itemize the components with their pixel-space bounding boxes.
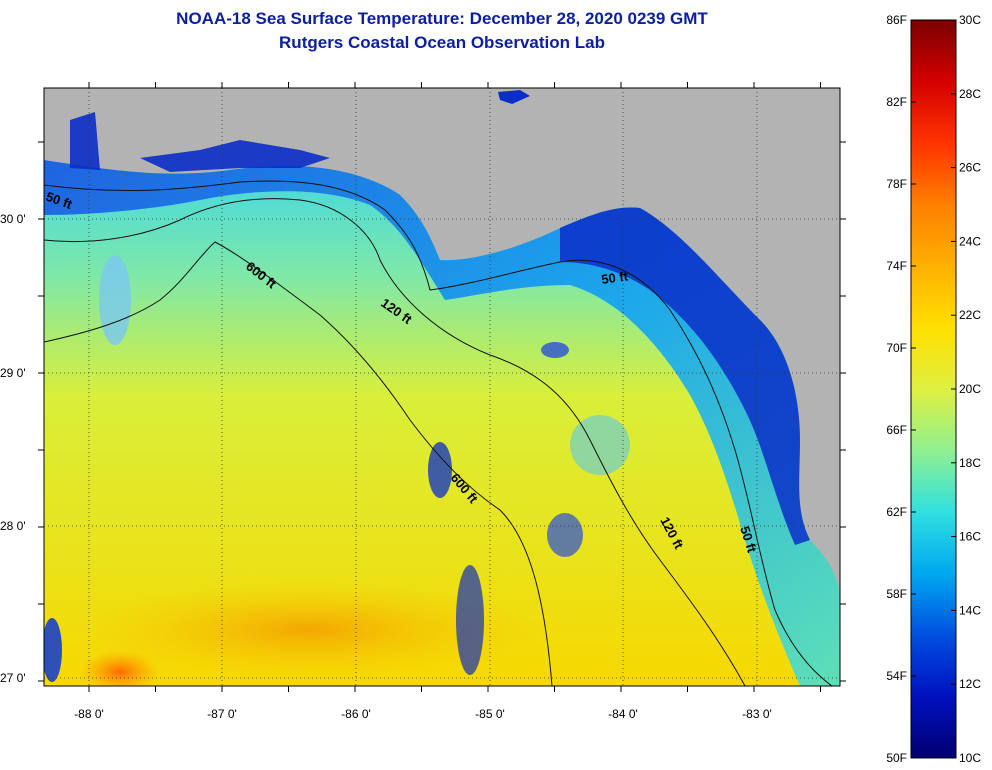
colorbar-c-label: 24C — [959, 234, 981, 248]
cold-patch — [428, 442, 452, 498]
colorbar-f-label: 62F — [886, 505, 907, 519]
map-title: NOAA-18 Sea Surface Temperature: Decembe… — [176, 9, 708, 28]
colorbar-c-label: 22C — [959, 308, 981, 322]
colorbar-c-label: 14C — [959, 603, 981, 617]
colorbar-c-label: 10C — [959, 751, 981, 765]
colorbar-c-label: 16C — [959, 530, 981, 544]
colorbar-c-label: 28C — [959, 87, 981, 101]
cloud-patch — [99, 255, 131, 345]
warm-spot — [80, 650, 160, 686]
longitude-labels: -88 0' -87 0' -86 0' -85 0' -84 0' -83 0… — [74, 707, 772, 721]
graticule — [44, 88, 840, 686]
contour-600ft — [44, 241, 553, 686]
colorbar-celsius-labels: 30C 28C 26C 24C 22C 20C 18C 16C 14C 12C 10C — [959, 13, 981, 765]
cold-shelf-water — [44, 160, 840, 686]
lake — [498, 90, 530, 104]
latitude-label: 30 0' — [0, 212, 26, 226]
longitude-label: -87 0' — [207, 707, 237, 721]
axis-ticks — [38, 82, 846, 692]
colorbar-f-label: 70F — [886, 341, 907, 355]
longitude-label: -83 0' — [742, 707, 772, 721]
cold-patch — [456, 565, 484, 675]
bay-cold-water — [70, 112, 330, 172]
longitude-label: -88 0' — [74, 707, 104, 721]
contour-120ft — [44, 198, 746, 686]
latitude-label: 29 0' — [0, 366, 26, 380]
cold-patch — [44, 618, 62, 682]
nearshore-cold-water — [560, 207, 810, 545]
map-frame — [43, 87, 841, 687]
contour-label: 50 ft — [600, 268, 629, 287]
latitude-labels: 30 0' 29 0' 28 0' 27 0' — [0, 212, 26, 685]
warm-eddy — [80, 580, 540, 680]
longitude-label: -86 0' — [341, 707, 371, 721]
colorbar-c-label: 18C — [959, 456, 981, 470]
colorbar-fahrenheit-labels: 86F 82F 78F 74F 70F 66F 62F 58F 54F 50F — [886, 13, 907, 765]
colorbar-c-label: 30C — [959, 13, 981, 27]
cold-patch — [541, 342, 569, 358]
longitude-label: -84 0' — [608, 707, 638, 721]
colorbar-f-label: 78F — [886, 177, 907, 191]
colorbar-f-label: 58F — [886, 587, 907, 601]
longitude-label: -85 0' — [475, 707, 505, 721]
colorbar-f-label: 74F — [886, 259, 907, 273]
latitude-label: 27 0' — [0, 671, 26, 685]
colorbar-c-label: 12C — [959, 677, 981, 691]
colorbar-f-label: 54F — [886, 669, 907, 683]
map-area — [44, 88, 840, 686]
colorbar-c-label: 20C — [959, 382, 981, 396]
colorbar-c-label: 26C — [959, 161, 981, 175]
colorbar-f-label: 86F — [886, 13, 907, 27]
colorbar-ticks — [911, 19, 956, 759]
colorbar-f-label: 66F — [886, 423, 907, 437]
cloud-patch — [570, 415, 630, 475]
map-subtitle: Rutgers Coastal Ocean Observation Lab — [279, 33, 605, 52]
colorbar — [910, 19, 957, 759]
contour-50ft — [44, 180, 833, 686]
cold-patch — [547, 513, 583, 557]
colorbar-f-label: 50F — [886, 751, 907, 765]
latitude-label: 28 0' — [0, 519, 26, 533]
colorbar-f-label: 82F — [886, 95, 907, 109]
